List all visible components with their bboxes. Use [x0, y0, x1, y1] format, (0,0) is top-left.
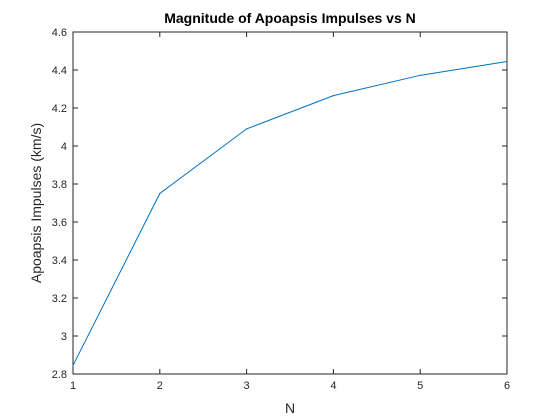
- x-tick-label: 1: [70, 380, 76, 392]
- x-tick-label: 6: [504, 380, 510, 392]
- axis-ticks: 1 2 3 4 5 6 2.8 3 3.2 3.4 3.6 3.8 4 4.2 4.4 4.6: [52, 27, 510, 392]
- y-tick-label: 2.8: [52, 369, 67, 381]
- data-point: [72, 364, 74, 367]
- y-tick-label: 3.6: [52, 217, 67, 229]
- data-point: [332, 95, 334, 97]
- series-layer: [72, 60, 508, 367]
- x-tick-label: 4: [330, 380, 336, 392]
- y-tick-label: 4.4: [52, 65, 67, 77]
- data-point: [246, 128, 248, 130]
- y-axis-label: Apoapsis Impulses (km/s): [28, 123, 44, 283]
- x-tick-label: 2: [157, 380, 163, 392]
- y-tick-label: 3.4: [52, 255, 67, 267]
- y-tick-label: 3: [61, 331, 67, 343]
- x-tick-label: 5: [417, 380, 423, 392]
- y-tick-label: 3.8: [52, 179, 67, 191]
- series-line: [72, 60, 508, 366]
- chart-title: Magnitude of Apoapsis Impulses vs N: [164, 10, 416, 26]
- y-tick-label: 4.2: [52, 103, 67, 115]
- x-axis-label: N: [285, 400, 295, 416]
- data-point: [506, 60, 508, 63]
- data-point: [419, 74, 421, 76]
- plot-area: [72, 31, 508, 375]
- y-tick-label: 4: [61, 141, 67, 153]
- data-point: [159, 192, 161, 195]
- y-tick-label: 4.6: [52, 27, 67, 39]
- y-tick-label: 3.2: [52, 293, 67, 305]
- x-tick-label: 3: [244, 380, 250, 392]
